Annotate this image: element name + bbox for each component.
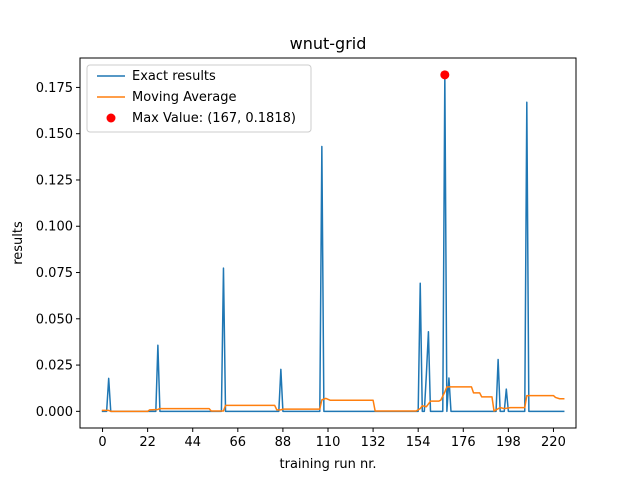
- x-axis-title: training run nr.: [280, 457, 377, 472]
- x-tick-label: 176: [451, 435, 476, 450]
- x-tick-label: 88: [275, 435, 292, 450]
- x-tick-label: 198: [496, 435, 521, 450]
- y-axis-title: results: [11, 221, 26, 265]
- y-tick-label: 0.000: [36, 405, 73, 420]
- annotation-layer: [440, 70, 450, 80]
- legend-label-moving-average: Moving Average: [132, 90, 236, 105]
- legend-label-exact-results: Exact results: [132, 69, 216, 84]
- series-layer: [101, 74, 565, 413]
- legend: Exact results Moving Average Max Value: …: [86, 64, 312, 133]
- x-tick-label: 0: [98, 435, 106, 450]
- x-tick-label: 220: [541, 435, 566, 450]
- max-value-marker: [440, 70, 450, 80]
- y-tick-label: 0.050: [36, 312, 73, 327]
- legend-marker-max-value: [106, 113, 116, 123]
- x-tick-label: 154: [406, 435, 431, 450]
- x-tick-label: 110: [316, 435, 341, 450]
- series-line-moving-average: [101, 386, 565, 413]
- chart-title: wnut-grid: [290, 34, 367, 53]
- y-tick-label: 0.100: [36, 220, 73, 235]
- y-tick-label: 0.175: [36, 81, 73, 96]
- y-tick-label: 0.025: [36, 359, 73, 374]
- x-axis: 0 22 44 66 88 110 132 154 176 198 220: [98, 428, 566, 450]
- x-tick-label: 132: [361, 435, 386, 450]
- legend-label-max-value: Max Value: (167, 0.1818): [132, 111, 296, 126]
- legend-frame: [86, 64, 312, 133]
- x-tick-label: 66: [230, 435, 247, 450]
- x-tick-label: 44: [184, 435, 201, 450]
- y-tick-label: 0.075: [36, 266, 73, 281]
- y-axis: 0.000 0.025 0.050 0.075 0.100 0.125 0.150 0.175: [36, 81, 80, 420]
- y-tick-label: 0.125: [36, 173, 73, 188]
- y-tick-label: 0.150: [36, 127, 73, 142]
- series-line-exact-results: [101, 74, 565, 413]
- x-tick-label: 22: [139, 435, 156, 450]
